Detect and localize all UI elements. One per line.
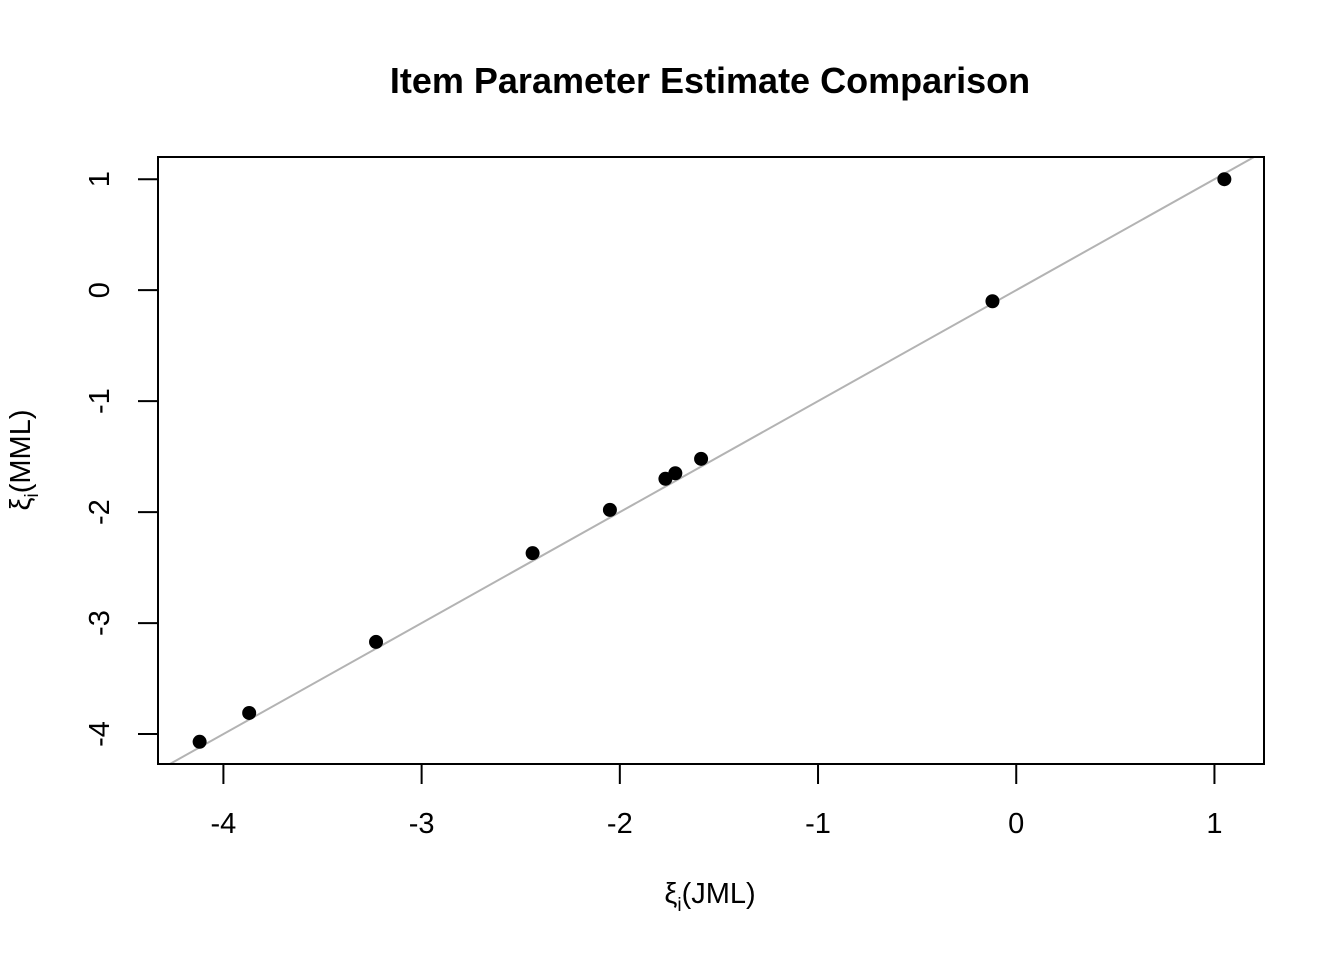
x-axis-label: ξi(JML) [664, 878, 755, 916]
y-axis-label-subscript: i [22, 493, 43, 497]
x-tick-label: -2 [607, 808, 633, 840]
data-point [369, 634, 384, 649]
data-point [985, 294, 1000, 309]
y-tick-label: -4 [84, 721, 116, 747]
data-point [242, 705, 257, 720]
y-axis-label: ξi(MML) [5, 410, 43, 511]
y-tick-label: 1 [84, 171, 116, 187]
data-point [1217, 172, 1232, 187]
x-axis-label-text: (JML) [682, 878, 756, 910]
y-axis-label-symbol: ξ [5, 498, 37, 511]
x-tick-label: 1 [1206, 808, 1222, 840]
y-tick-label: -2 [84, 499, 116, 525]
data-point [694, 451, 709, 466]
y-axis: -4 -3 -2 -1 0 1 [84, 171, 159, 747]
x-axis: -4 -3 -2 -1 0 1 [211, 763, 1223, 840]
y-tick-label: 0 [84, 282, 116, 298]
x-tick-label: 0 [1008, 808, 1024, 840]
data-point [668, 466, 683, 481]
data-point [192, 734, 207, 749]
x-tick-label: -1 [805, 808, 831, 840]
x-axis-label-symbol: ξ [664, 878, 677, 910]
data-point [525, 546, 540, 561]
plot-area [167, 157, 1257, 764]
y-axis-label-text: (MML) [5, 410, 37, 494]
y-tick-label: -1 [84, 388, 116, 414]
x-tick-label: -4 [211, 808, 237, 840]
x-axis-label-subscript: i [677, 895, 681, 916]
x-tick-label: -3 [409, 808, 435, 840]
y-tick-label: -3 [84, 610, 116, 636]
data-point [602, 502, 617, 517]
reference-line [167, 157, 1257, 764]
chart-title: Item Parameter Estimate Comparison [390, 60, 1030, 101]
